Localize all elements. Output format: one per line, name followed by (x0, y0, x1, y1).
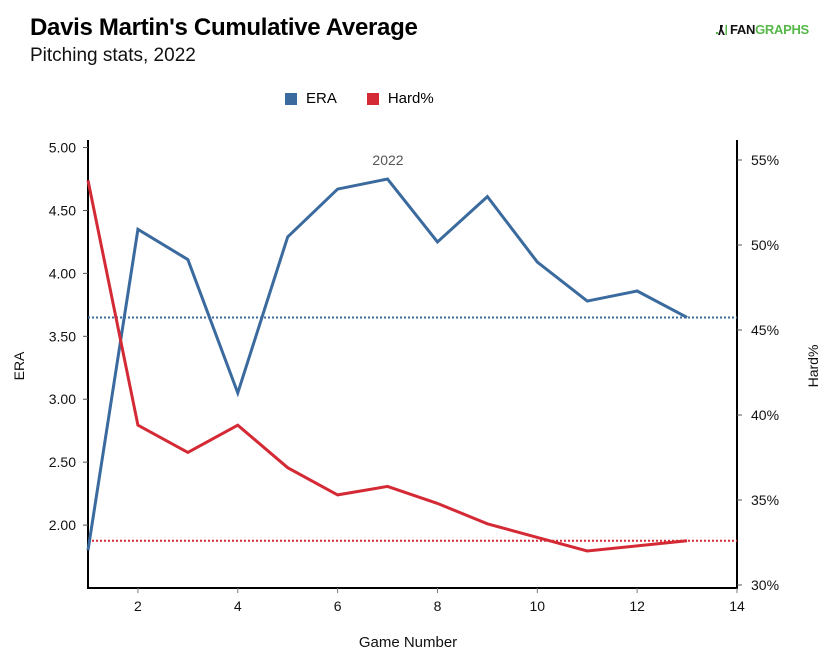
x-tick-label: 10 (530, 598, 546, 614)
era-series-line (86, 177, 688, 551)
year-annotation: 2022 (372, 152, 403, 168)
y-tick-label: 2.00 (49, 517, 76, 533)
x-tick-label: 6 (334, 598, 342, 614)
logo-text-fan: FAN (730, 22, 756, 37)
legend: ERA Hard% (285, 90, 434, 107)
legend-swatch-era (285, 92, 297, 105)
legend-item-hard[interactable]: Hard% (366, 90, 434, 107)
legend-item-era[interactable]: ERA (285, 90, 337, 107)
axes: 2.00 2.50 3.00 3.50 4.00 4.50 5.00 30% 35% 40% 45%… (49, 140, 779, 614)
x-tick-label: 2 (134, 598, 142, 614)
legend-label-era: ERA (306, 90, 337, 107)
y2-tick-label: 50% (751, 237, 779, 253)
hard-series-line (86, 180, 688, 553)
y2-tick-label: 45% (751, 322, 779, 338)
y2-tick-label: 40% (751, 407, 779, 423)
legend-swatch-hard (366, 92, 379, 105)
fangraphs-logo: FAN GRAPHS (716, 22, 809, 37)
chart-subtitle: Pitching stats, 2022 (30, 45, 196, 66)
legend-label-hard: Hard% (387, 90, 434, 107)
y-tick-label: 5.00 (49, 140, 76, 156)
y2-tick-label: 55% (751, 152, 779, 168)
y-axis-label: ERA (11, 351, 27, 380)
x-tick-label: 14 (729, 598, 745, 614)
y2-axis-label: Hard% (805, 345, 821, 388)
y2-tick-label: 35% (751, 492, 779, 508)
y-tick-label: 3.50 (49, 328, 76, 344)
x-tick-label: 4 (234, 598, 242, 614)
marks (86, 177, 737, 553)
batter-icon (716, 24, 727, 35)
y-tick-label: 2.50 (49, 454, 76, 470)
y2-tick-label: 30% (751, 577, 779, 593)
y-tick-label: 3.00 (49, 391, 76, 407)
chart-title: Davis Martin's Cumulative Average (30, 14, 418, 41)
y-tick-label: 4.00 (49, 265, 76, 281)
x-tick-label: 12 (629, 598, 645, 614)
y-tick-label: 4.50 (49, 202, 76, 218)
x-tick-label: 8 (434, 598, 442, 614)
logo-text-graphs: GRAPHS (755, 22, 809, 37)
x-axis-label: Game Number (359, 634, 457, 651)
